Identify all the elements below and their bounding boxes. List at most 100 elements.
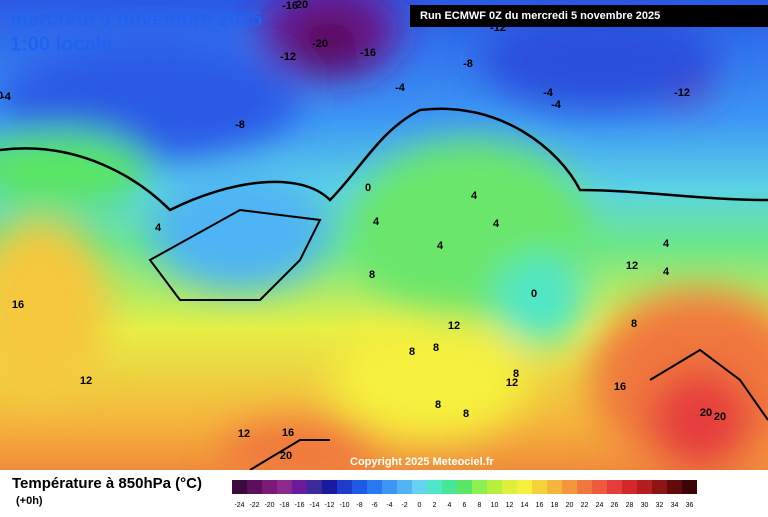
contour-label: 12 bbox=[448, 320, 460, 332]
colorbar-label: -20 bbox=[264, 502, 274, 509]
contour-label: 20 bbox=[280, 450, 292, 462]
colorbar-label: 32 bbox=[656, 502, 664, 509]
colorbar-label: 28 bbox=[626, 502, 634, 509]
contour-label: -4 bbox=[1, 91, 12, 103]
contour-label: 8 bbox=[409, 346, 415, 358]
colorbar-label: 4 bbox=[448, 502, 452, 509]
colorbar-swatch bbox=[367, 480, 382, 494]
colorbar-label: 36 bbox=[686, 502, 694, 509]
colorbar-swatch bbox=[337, 480, 352, 494]
contour-label: 4 bbox=[373, 216, 380, 228]
contour-label: 4 bbox=[155, 222, 162, 234]
contour-label: 4 bbox=[663, 238, 670, 250]
contour-label: 4 bbox=[471, 190, 478, 202]
colorbar-label: 20 bbox=[566, 502, 574, 509]
contour-label: -4 bbox=[395, 82, 406, 94]
colorbar-label: 22 bbox=[581, 502, 589, 509]
colorbar-label: -8 bbox=[356, 502, 362, 509]
colorbar-label: -4 bbox=[386, 502, 392, 509]
colorbar-swatch bbox=[457, 480, 472, 494]
contour-label: 16 bbox=[12, 299, 24, 311]
colorbar-swatch bbox=[262, 480, 277, 494]
colorbar-swatch bbox=[622, 480, 637, 494]
contour-label: -4 bbox=[551, 99, 562, 111]
contour-label: 8 bbox=[463, 408, 469, 420]
contour-label: 4 bbox=[493, 218, 500, 230]
colorbar-swatch bbox=[472, 480, 487, 494]
colorbar-label: 6 bbox=[463, 502, 467, 509]
contour-label: 0 bbox=[0, 90, 3, 102]
colorbar-swatch bbox=[562, 480, 577, 494]
contour-label: -20 bbox=[312, 38, 328, 50]
colorbar-label: -22 bbox=[249, 502, 259, 509]
colorbar-swatch bbox=[427, 480, 442, 494]
colorbar-label: 18 bbox=[551, 502, 559, 509]
colorbar-label: -6 bbox=[371, 502, 377, 509]
colorbar-swatch bbox=[292, 480, 307, 494]
colorbar-label: -16 bbox=[294, 502, 304, 509]
colorbar-swatch bbox=[637, 480, 652, 494]
contour-label: 20 bbox=[700, 407, 712, 419]
colorbar-swatch bbox=[652, 480, 667, 494]
colorbar-swatch bbox=[502, 480, 517, 494]
colorbar-swatch bbox=[487, 480, 502, 494]
time-title: 1:00 locale bbox=[10, 33, 112, 55]
map: Run ECMWF 0Z du mercredi 5 novembre 2025… bbox=[0, 0, 768, 470]
twenty-isotherm bbox=[249, 348, 768, 470]
colorbar-label: 16 bbox=[536, 502, 544, 509]
colorbar-label: -18 bbox=[279, 502, 289, 509]
colorbar-swatch bbox=[397, 480, 412, 494]
contour-label: 8 bbox=[631, 318, 637, 330]
run-box bbox=[410, 5, 768, 27]
colorbar-swatch bbox=[247, 480, 262, 494]
zero-isotherm bbox=[0, 107, 768, 212]
contour-label: -8 bbox=[235, 119, 245, 131]
colorbar-swatch bbox=[517, 480, 532, 494]
colorbar-label: -10 bbox=[339, 502, 349, 509]
contour-label: -12 bbox=[280, 51, 296, 63]
colorbar-swatch bbox=[442, 480, 457, 494]
contour-label: 8 bbox=[513, 368, 519, 380]
colorbar-swatch bbox=[277, 480, 292, 494]
contour-label: 4 bbox=[663, 266, 670, 278]
colorbar-swatch bbox=[532, 480, 547, 494]
legend-title: Température à 850hPa (°C) bbox=[12, 475, 202, 492]
colorbar-label: 34 bbox=[671, 502, 679, 509]
colorbar: -24 -22 -20 -18 -16 -14 -12 -10 -8 -6 -4 -2 0 2 4 6 8 10 1… bbox=[232, 480, 697, 509]
contour-label: -4 bbox=[543, 87, 554, 99]
contour-label: -12 bbox=[490, 22, 506, 34]
colorbar-label: 26 bbox=[611, 502, 619, 509]
colorbar-swatch bbox=[667, 480, 682, 494]
colorbar-swatch bbox=[592, 480, 607, 494]
colorbar-label: -14 bbox=[309, 502, 319, 509]
colorbar-swatch bbox=[577, 480, 592, 494]
contour-label: 20 bbox=[714, 411, 726, 423]
colorbar-swatch bbox=[607, 480, 622, 494]
colorbar-label: 30 bbox=[641, 502, 649, 509]
run-info: Run ECMWF 0Z du mercredi 5 novembre 2025 bbox=[420, 10, 660, 22]
contour-label: 20 bbox=[296, 0, 308, 11]
contour-label: -12 bbox=[674, 87, 690, 99]
colorbar-label: 24 bbox=[596, 502, 604, 509]
colorbar-label: -2 bbox=[401, 502, 407, 509]
colorbar-label: 10 bbox=[491, 502, 499, 509]
colorbar-swatch bbox=[307, 480, 322, 494]
contour-label: 12 bbox=[238, 428, 250, 440]
contour-label: -16 bbox=[282, 0, 298, 12]
contour-label: 0 bbox=[365, 182, 371, 194]
colorbar-swatch bbox=[322, 480, 337, 494]
temperature-field bbox=[0, 0, 768, 470]
colorbar-label: 12 bbox=[506, 502, 514, 509]
copyright: Copyright 2025 Meteociel.fr bbox=[350, 456, 494, 468]
colorbar-label: 8 bbox=[478, 502, 482, 509]
contour-label: 12 bbox=[626, 260, 638, 272]
contour-label: -16 bbox=[360, 47, 376, 59]
contour-label: -8 bbox=[463, 58, 473, 70]
colorbar-swatch bbox=[682, 480, 697, 494]
contour-label: 12 bbox=[80, 375, 92, 387]
contour-label: 16 bbox=[282, 427, 294, 439]
date-title: mercredi 5 novembre 2025 bbox=[10, 8, 262, 30]
colorbar-swatch bbox=[412, 480, 427, 494]
